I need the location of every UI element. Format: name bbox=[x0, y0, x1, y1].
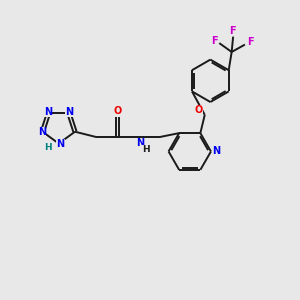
Text: H: H bbox=[44, 142, 51, 152]
Text: N: N bbox=[56, 139, 64, 149]
Text: N: N bbox=[136, 139, 144, 148]
Text: N: N bbox=[44, 107, 52, 117]
Text: N: N bbox=[65, 107, 74, 117]
Text: N: N bbox=[38, 127, 46, 137]
Text: N: N bbox=[212, 146, 220, 157]
Text: O: O bbox=[195, 105, 203, 115]
Text: F: F bbox=[247, 37, 253, 47]
Text: F: F bbox=[211, 36, 217, 46]
Text: O: O bbox=[113, 106, 122, 116]
Text: H: H bbox=[142, 145, 150, 154]
Text: F: F bbox=[229, 26, 236, 36]
